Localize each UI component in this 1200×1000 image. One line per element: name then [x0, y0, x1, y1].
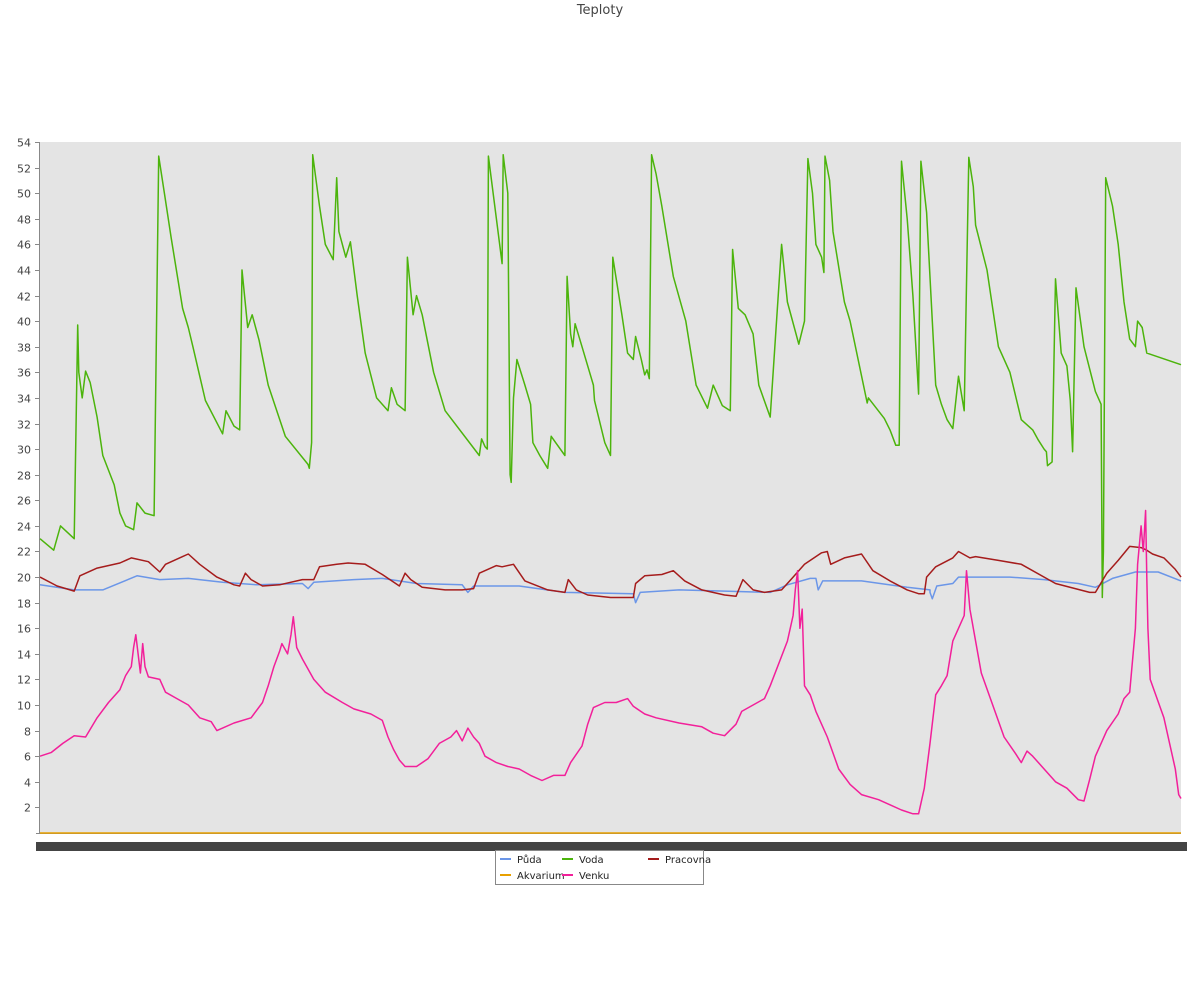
- y-tick-label: 28: [17, 470, 31, 483]
- series-layer: [39, 154, 1182, 834]
- legend-item: Pracovna: [648, 854, 711, 867]
- legend-swatch: [648, 858, 659, 860]
- series-line-4: [39, 509, 1182, 815]
- y-tick-label: 4: [24, 777, 31, 790]
- y-tick-label: 22: [17, 546, 31, 559]
- y-tick-label: 24: [17, 521, 31, 534]
- y-tick-label: 10: [17, 700, 31, 713]
- legend-item: Půda: [500, 854, 542, 867]
- y-tick-label: 38: [17, 342, 31, 355]
- y-tick-label: 30: [17, 444, 31, 457]
- y-tick-label: 40: [17, 316, 31, 329]
- y-tick-label: 2: [24, 802, 31, 815]
- y-tick-label: 48: [17, 214, 31, 227]
- y-tick-label: 16: [17, 623, 31, 636]
- y-tick-label: 50: [17, 188, 31, 201]
- series-line-2: [39, 545, 1182, 599]
- plot-background: [40, 142, 1181, 833]
- legend-label: Pracovna: [665, 855, 712, 866]
- y-tick-label: 26: [17, 495, 31, 508]
- legend-item: Voda: [562, 854, 604, 867]
- chart-title: Teploty: [576, 3, 624, 18]
- y-tick-label: 46: [17, 239, 31, 252]
- legend-swatch: [500, 858, 511, 860]
- y-tick-label: 12: [17, 674, 31, 687]
- legend-item: Venku: [562, 870, 609, 883]
- y-tick-label: 6: [24, 751, 31, 764]
- y-tick-label: 54: [17, 137, 31, 150]
- y-tick-label: 18: [17, 598, 31, 611]
- y-tick-label: 14: [17, 649, 31, 662]
- legend-item: Akvarium: [500, 870, 565, 883]
- y-tick-label: 32: [17, 419, 31, 432]
- x-axis-tick-label-band: [36, 842, 1187, 851]
- y-tick-label: 36: [17, 367, 31, 380]
- series-line-1: [39, 154, 1182, 599]
- y-tick-label: 20: [17, 572, 31, 585]
- y-tick-label: 8: [24, 726, 31, 739]
- legend: Půda Voda Pracovna Akvarium Venku: [495, 850, 711, 885]
- y-tick-label: 34: [17, 393, 31, 406]
- y-tick-label: 44: [17, 265, 31, 278]
- legend-label: Akvarium: [517, 871, 565, 882]
- legend-label: Venku: [579, 871, 610, 882]
- legend-label: Půda: [517, 855, 542, 866]
- legend-label: Voda: [579, 855, 604, 866]
- y-axis-ticks: 2468101214161820222426283032343638404244…: [17, 137, 40, 815]
- legend-swatch: [500, 874, 511, 876]
- y-tick-label: 42: [17, 291, 31, 304]
- legend-swatch: [562, 858, 573, 860]
- legend-swatch: [562, 874, 573, 876]
- y-tick-label: 52: [17, 163, 31, 176]
